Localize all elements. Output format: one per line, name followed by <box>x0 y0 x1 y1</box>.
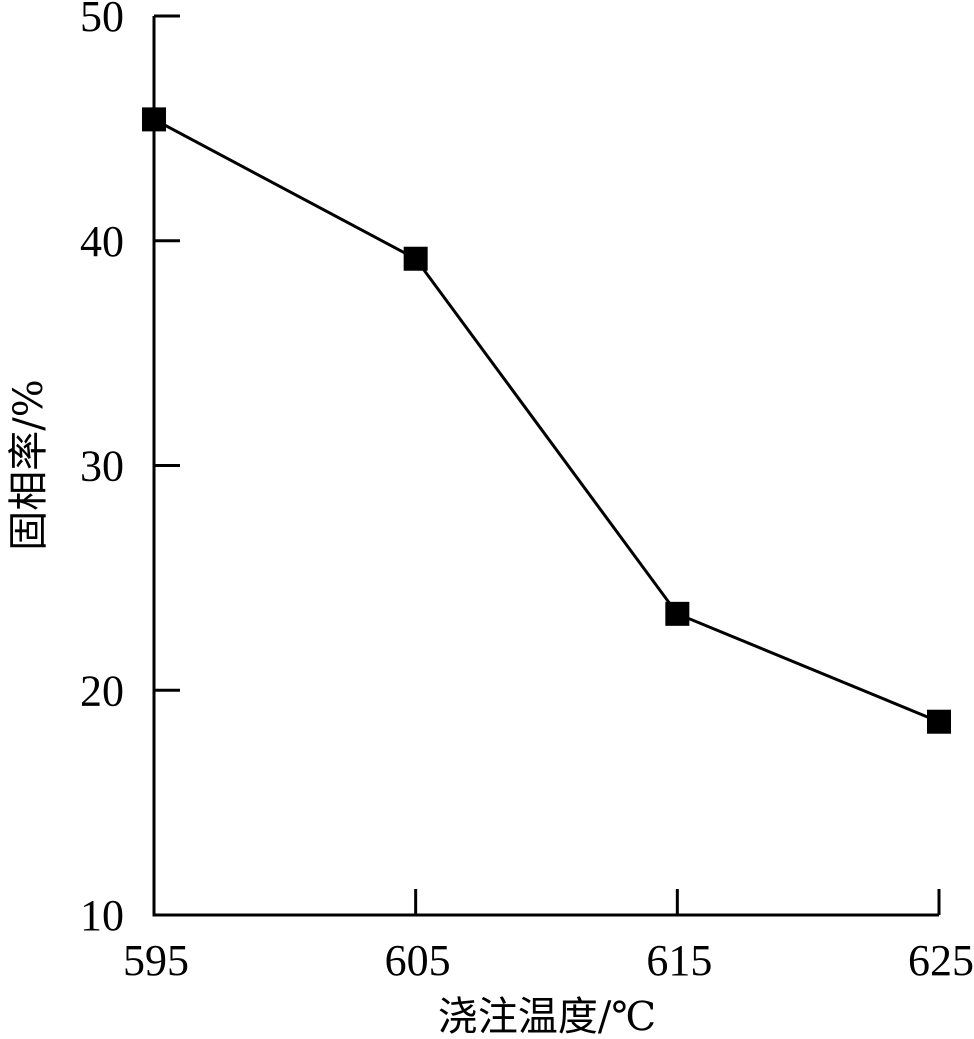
data-point-marker <box>403 246 428 271</box>
y-tick-label: 50 <box>80 0 124 41</box>
x-axis-title: 浇注温度/℃ <box>438 994 656 1039</box>
data-point-marker <box>927 709 951 734</box>
series-line <box>153 118 940 724</box>
y-tick-label: 20 <box>80 666 124 715</box>
data-point-marker <box>142 107 166 132</box>
x-tick-label: 605 <box>385 936 451 985</box>
y-ticks: 10 20 30 40 50 <box>80 0 180 940</box>
data-point-marker <box>665 601 690 626</box>
y-axis-title: 固相率/% <box>6 379 52 550</box>
y-tick-label: 10 <box>80 891 124 940</box>
y-tick-label: 30 <box>80 442 124 491</box>
y-tick-label: 40 <box>80 217 124 266</box>
x-tick-label: 595 <box>123 936 189 985</box>
x-ticks: 595 605 615 625 <box>123 889 974 985</box>
x-tick-label: 615 <box>646 936 712 985</box>
x-tick-label: 625 <box>908 936 974 985</box>
axes <box>152 16 939 917</box>
series-group <box>142 107 951 734</box>
